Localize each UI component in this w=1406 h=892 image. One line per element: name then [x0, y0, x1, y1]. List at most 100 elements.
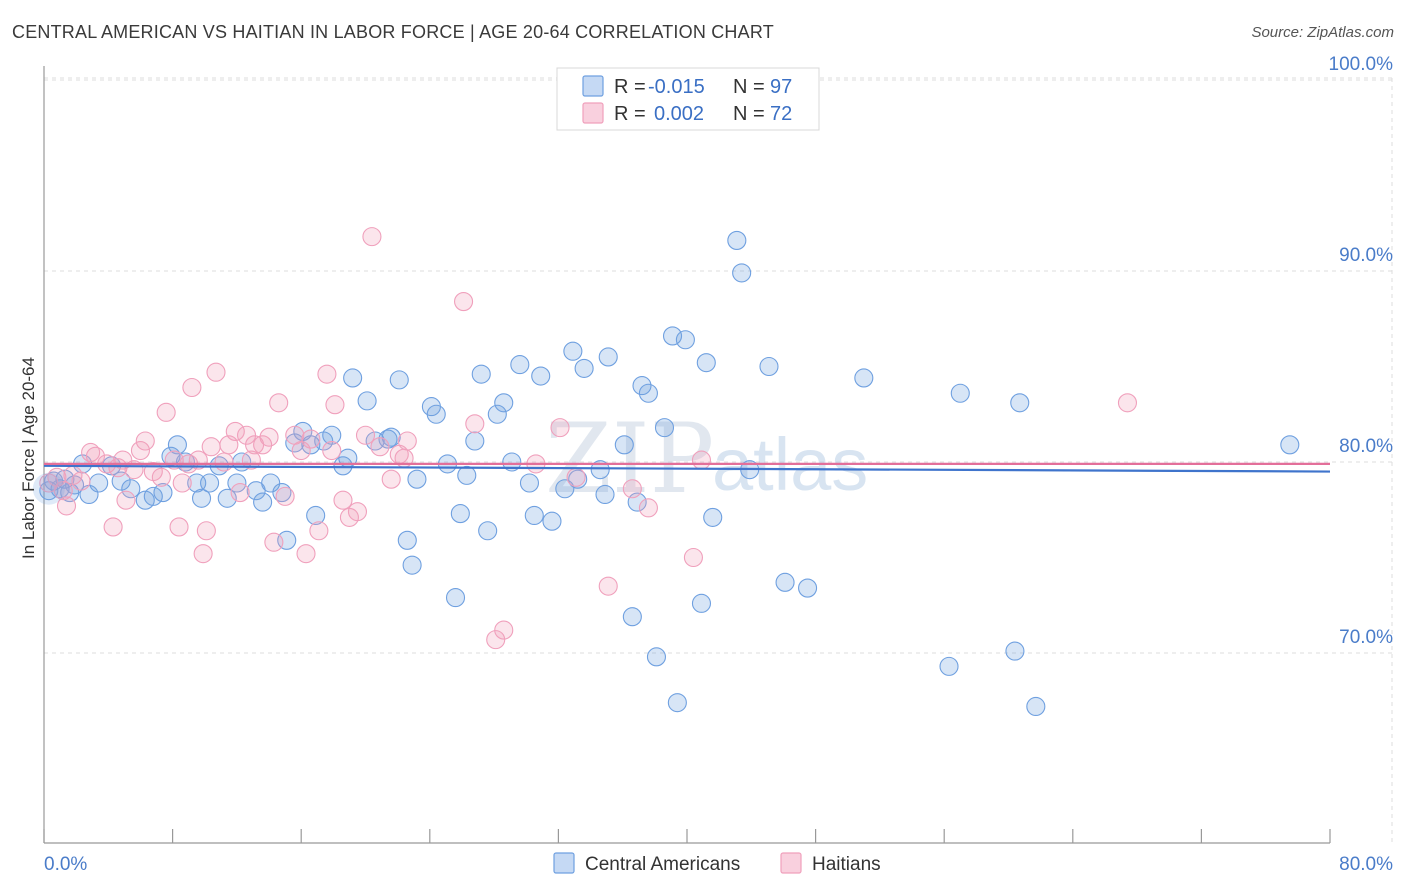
point-central-americans: [555, 479, 575, 499]
point-haitians: [214, 452, 234, 472]
axes: [43, 66, 1331, 844]
point-central-americans: [524, 505, 544, 526]
point-central-americans: [798, 578, 818, 598]
point-central-americans: [595, 484, 615, 505]
series-legend-central-americans: Central Americans: [585, 854, 740, 875]
point-central-americans: [465, 431, 485, 451]
point-central-americans: [301, 435, 321, 455]
y-tick-labels: 70.0% 80.0% 90.0% 100.0%: [1329, 54, 1394, 648]
point-haitians: [71, 471, 91, 491]
series-legend-swatch-central-americans: [553, 852, 575, 874]
point-haitians: [130, 440, 150, 461]
point-haitians: [116, 490, 136, 510]
point-central-americans: [357, 391, 377, 411]
x-tick-label: 80.0%: [1339, 854, 1393, 875]
point-central-americans: [161, 446, 181, 466]
legend-n-value-1: 97: [770, 76, 792, 98]
point-haitians: [236, 425, 257, 445]
point-haitians: [381, 469, 401, 489]
point-haitians: [1117, 393, 1138, 413]
point-central-americans: [143, 486, 163, 506]
point-haitians: [322, 440, 342, 461]
point-haitians: [486, 630, 506, 650]
point-haitians: [317, 364, 337, 384]
point-haitians: [264, 532, 284, 552]
y-axis-label: In Labor Force | Age 20-64: [19, 357, 38, 559]
point-central-americans: [457, 465, 477, 485]
point-haitians: [683, 547, 703, 568]
point-central-americans: [727, 230, 747, 250]
point-central-americans: [50, 479, 70, 499]
y-tick-label: 80.0%: [1339, 436, 1393, 457]
point-central-americans: [381, 427, 401, 447]
point-central-americans: [397, 530, 417, 550]
point-central-americans: [667, 693, 687, 713]
point-haitians: [550, 418, 570, 438]
point-central-americans: [272, 483, 292, 503]
point-haitians: [225, 421, 245, 441]
point-central-americans: [646, 647, 667, 667]
point-central-americans: [191, 488, 212, 508]
series-legend: Central Americans Haitians: [553, 852, 881, 875]
legend-box: R = -0.015 N = 97 R = 0.002 N = 72: [556, 67, 820, 131]
point-central-americans: [306, 505, 326, 526]
point-central-americans: [732, 263, 752, 283]
point-haitians: [193, 544, 213, 564]
point-central-americans: [854, 368, 874, 388]
chart-title: CENTRAL AMERICAN VS HAITIAN IN LABOR FOR…: [12, 22, 774, 42]
point-central-americans: [696, 353, 716, 373]
point-central-americans: [703, 507, 723, 527]
point-haitians: [172, 473, 192, 493]
data-points: [32, 227, 1300, 717]
legend-n-label-2: N =: [733, 103, 765, 125]
legend-n-value-2: 72: [770, 103, 792, 125]
point-central-americans: [378, 429, 398, 449]
point-central-americans: [407, 469, 427, 489]
point-central-americans: [450, 504, 470, 524]
legend-n-label-1: N =: [733, 76, 765, 98]
point-central-americans: [494, 393, 514, 413]
trend-lines: [43, 462, 1331, 473]
point-central-americans: [563, 341, 583, 361]
point-haitians: [347, 502, 368, 522]
point-central-americans: [691, 593, 712, 613]
point-haitians: [370, 437, 390, 457]
point-central-americans: [153, 483, 173, 503]
point-haitians: [253, 435, 273, 455]
point-haitians: [333, 490, 353, 510]
point-haitians: [151, 467, 171, 487]
point-haitians: [325, 395, 345, 415]
point-central-americans: [1005, 641, 1025, 661]
point-haitians: [454, 292, 474, 312]
point-haitians: [566, 467, 586, 487]
point-central-americans: [389, 370, 409, 390]
point-haitians: [259, 427, 279, 447]
point-central-americans: [1010, 393, 1030, 413]
point-central-americans: [675, 330, 695, 350]
point-central-americans: [939, 656, 959, 676]
point-central-americans: [662, 326, 683, 346]
point-haitians: [269, 393, 289, 413]
point-haitians: [301, 429, 321, 449]
point-haitians: [169, 517, 189, 537]
point-central-americans: [510, 355, 530, 375]
point-haitians: [201, 437, 221, 457]
point-haitians: [103, 517, 123, 537]
point-haitians: [622, 479, 642, 499]
point-central-americans: [574, 358, 594, 378]
point-central-americans: [654, 418, 675, 438]
point-central-americans: [343, 368, 363, 388]
point-central-americans: [200, 473, 220, 493]
point-central-americans: [1026, 696, 1046, 717]
x-tick-label: 0.0%: [44, 854, 87, 875]
point-central-americans: [121, 479, 141, 499]
point-haitians: [53, 481, 73, 501]
point-haitians: [309, 521, 329, 541]
point-central-americans: [542, 511, 562, 531]
point-central-americans: [638, 383, 658, 403]
legend-r-label-1: R =: [614, 76, 646, 98]
point-central-americans: [471, 364, 491, 384]
y-tick-label: 100.0%: [1329, 54, 1394, 75]
point-central-americans: [590, 460, 610, 480]
